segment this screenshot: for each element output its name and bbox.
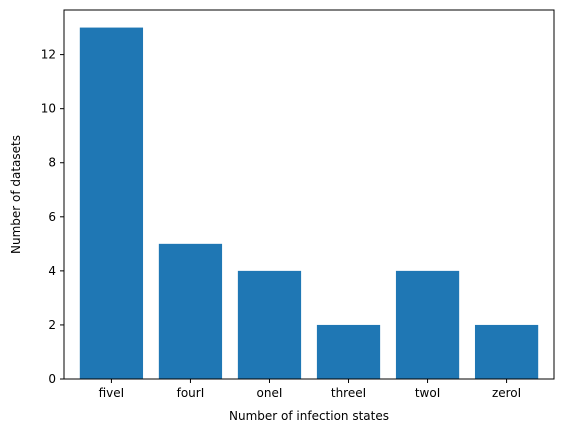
y-axis: 0 2 4 6 8 10 12: [41, 48, 64, 386]
x-axis-label: Number of infection states: [229, 409, 389, 423]
plot-frame: [63, 9, 555, 380]
bar-fiveI: [79, 27, 144, 379]
x-tick-label: fiveI: [99, 386, 125, 400]
bar-oneI: [237, 270, 302, 379]
y-tick-label: 0: [48, 372, 56, 386]
x-tick-label: twoI: [415, 386, 440, 400]
x-tick-label: oneI: [257, 386, 283, 400]
x-tick-label: threeI: [331, 386, 366, 400]
bar-twoI: [395, 270, 460, 379]
y-tick-label: 6: [48, 210, 56, 224]
bar-fourI: [158, 243, 223, 379]
bar-threeI: [316, 324, 381, 379]
y-tick-label: 4: [48, 264, 56, 278]
bar-zeroI: [474, 324, 539, 379]
y-tick-label: 12: [41, 48, 56, 62]
x-tick-label: fourI: [177, 386, 205, 400]
y-tick-label: 10: [41, 102, 56, 116]
x-axis: fiveI fourI oneI threeI twoI zeroI: [99, 379, 521, 400]
bars-layer: [79, 27, 539, 379]
x-tick-label: zeroI: [492, 386, 521, 400]
y-tick-label: 8: [48, 156, 56, 170]
y-tick-label: 2: [48, 318, 56, 332]
y-axis-label: Number of datasets: [9, 135, 23, 254]
